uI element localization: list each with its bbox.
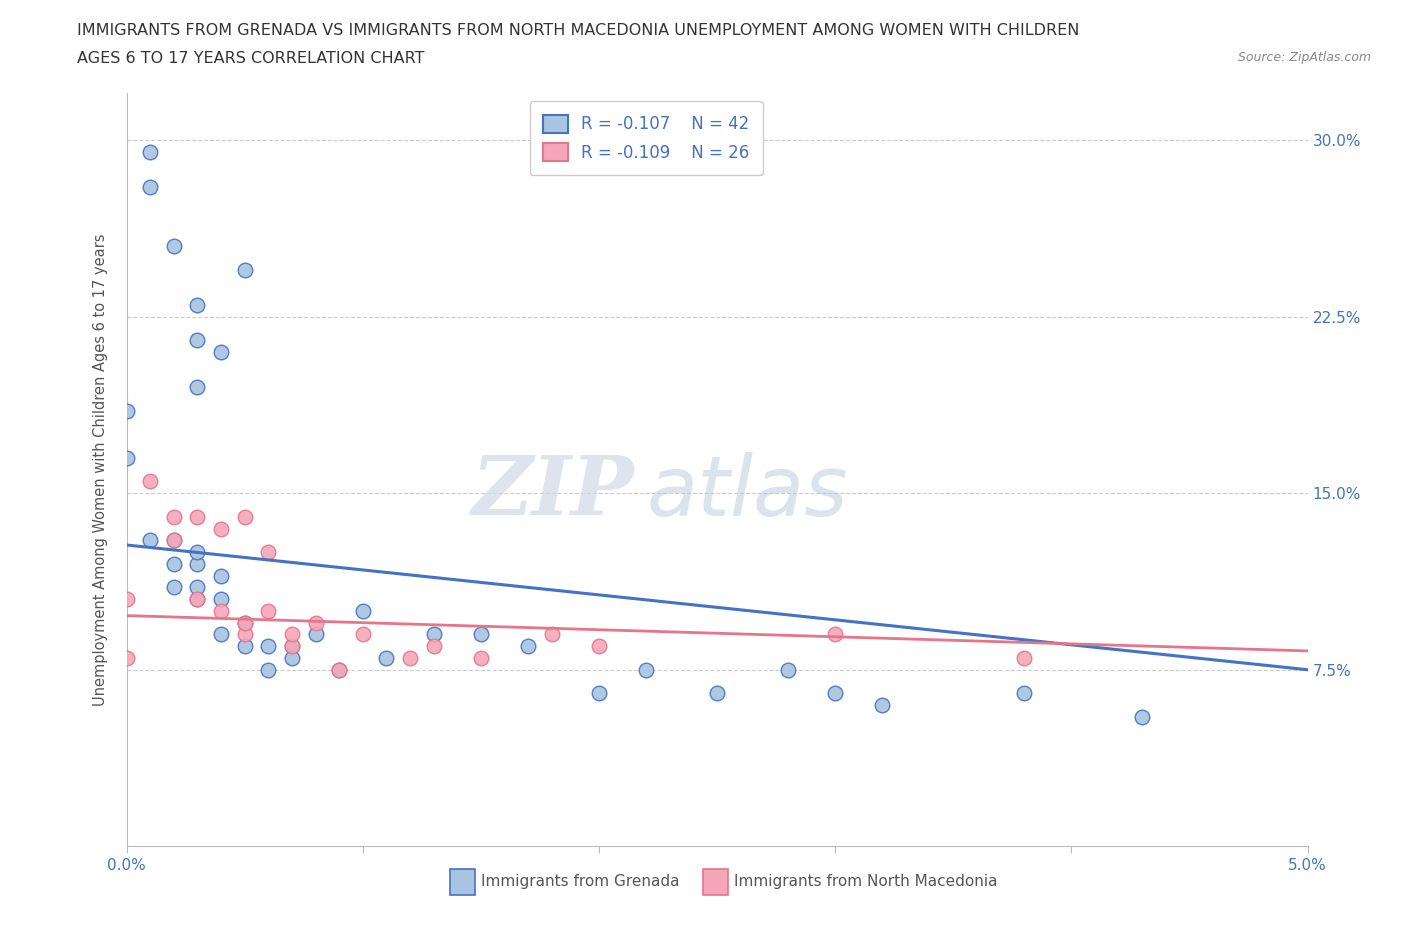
Point	[115, 591, 138, 606]
Point	[281, 651, 304, 666]
Point	[399, 651, 422, 666]
Text: Immigrants from North Macedonia: Immigrants from North Macedonia	[734, 874, 997, 889]
Point	[233, 510, 256, 525]
Point	[209, 521, 232, 536]
Point	[209, 591, 232, 606]
Point	[186, 510, 208, 525]
Text: Immigrants from Grenada: Immigrants from Grenada	[481, 874, 679, 889]
Point	[139, 533, 162, 548]
Point	[186, 379, 208, 394]
Point	[257, 545, 280, 560]
Point	[281, 627, 304, 642]
Text: Source: ZipAtlas.com: Source: ZipAtlas.com	[1237, 51, 1371, 64]
Point	[328, 662, 350, 677]
Point	[209, 568, 232, 583]
Point	[1012, 685, 1035, 700]
Text: IMMIGRANTS FROM GRENADA VS IMMIGRANTS FROM NORTH MACEDONIA UNEMPLOYMENT AMONG WO: IMMIGRANTS FROM GRENADA VS IMMIGRANTS FR…	[77, 23, 1080, 38]
Point	[776, 662, 799, 677]
Point	[1012, 651, 1035, 666]
Point	[257, 662, 280, 677]
Legend: R = -0.107    N = 42, R = -0.109    N = 26: R = -0.107 N = 42, R = -0.109 N = 26	[530, 101, 763, 176]
Point	[233, 262, 256, 277]
Point	[163, 239, 186, 254]
Point	[139, 474, 162, 489]
Point	[588, 685, 610, 700]
Point	[706, 685, 728, 700]
Point	[115, 651, 138, 666]
Point	[328, 662, 350, 677]
Point	[422, 627, 444, 642]
Point	[209, 604, 232, 618]
Point	[163, 510, 186, 525]
Point	[422, 639, 444, 654]
Point	[209, 627, 232, 642]
Point	[139, 144, 162, 159]
Point	[540, 627, 562, 642]
Point	[163, 556, 186, 571]
Point	[257, 639, 280, 654]
Point	[186, 298, 208, 312]
Point	[233, 627, 256, 642]
Point	[257, 604, 280, 618]
Point	[233, 616, 256, 631]
Point	[186, 591, 208, 606]
Point	[470, 627, 492, 642]
Point	[163, 533, 186, 548]
Point	[186, 580, 208, 595]
Point	[139, 179, 162, 194]
Point	[281, 639, 304, 654]
Point	[115, 404, 138, 418]
Point	[824, 685, 846, 700]
Point	[163, 533, 186, 548]
Y-axis label: Unemployment Among Women with Children Ages 6 to 17 years: Unemployment Among Women with Children A…	[93, 233, 108, 706]
Point	[163, 580, 186, 595]
Point	[352, 627, 374, 642]
Point	[1130, 710, 1153, 724]
Point	[517, 639, 540, 654]
Point	[375, 651, 398, 666]
Point	[636, 662, 658, 677]
Text: AGES 6 TO 17 YEARS CORRELATION CHART: AGES 6 TO 17 YEARS CORRELATION CHART	[77, 51, 425, 66]
Point	[186, 333, 208, 348]
Point	[186, 591, 208, 606]
Point	[233, 616, 256, 631]
Point	[233, 639, 256, 654]
Point	[824, 627, 846, 642]
Point	[588, 639, 610, 654]
Point	[281, 639, 304, 654]
Point	[304, 616, 326, 631]
Point	[470, 651, 492, 666]
Point	[209, 344, 232, 359]
Point	[186, 545, 208, 560]
Text: atlas: atlas	[647, 452, 848, 533]
Point	[304, 627, 326, 642]
Point	[115, 450, 138, 465]
Text: ZIP: ZIP	[472, 452, 634, 532]
Point	[872, 698, 894, 712]
Point	[352, 604, 374, 618]
Point	[186, 556, 208, 571]
